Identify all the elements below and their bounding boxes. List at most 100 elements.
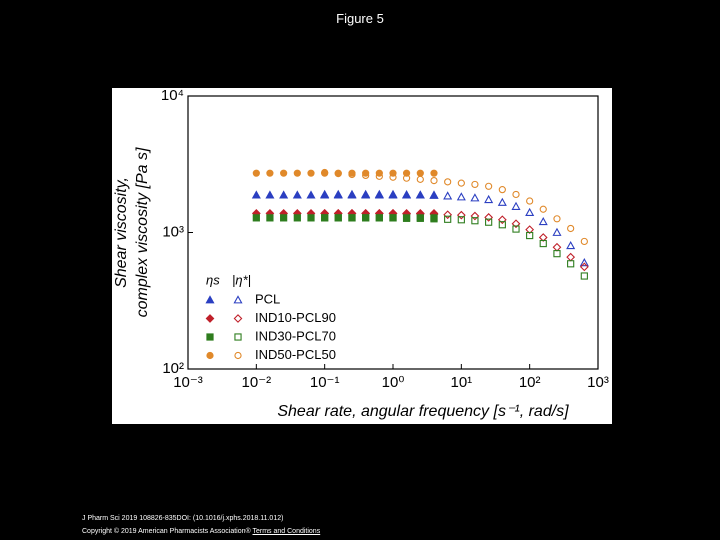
- x-tick-label: 10²: [519, 374, 541, 391]
- complex-viscosity-point: [566, 240, 576, 250]
- shear-viscosity-point: [334, 214, 342, 222]
- complex-viscosity-point: [456, 192, 466, 201]
- x-tick-label: 10⁻³: [173, 374, 203, 391]
- complex-viscosity-point: [333, 189, 343, 198]
- legend-marker: [205, 295, 215, 304]
- complex-viscosity-point: [456, 210, 466, 220]
- complex-viscosity-point: [389, 173, 397, 181]
- complex-viscosity-point: [402, 190, 412, 199]
- legend-marker: [234, 333, 242, 341]
- legend-marker: [234, 351, 242, 360]
- complex-viscosity-point: [484, 194, 494, 204]
- complex-viscosity-point: [552, 227, 562, 236]
- complex-viscosity-point: [444, 215, 452, 223]
- legend-marker: [206, 351, 214, 360]
- complex-viscosity-point: [375, 172, 383, 180]
- complex-viscosity-point: [512, 225, 520, 233]
- complex-viscosity-point: [334, 170, 342, 178]
- complex-viscosity-point: [443, 191, 453, 200]
- complex-viscosity-point: [375, 214, 383, 222]
- shear-viscosity-point: [307, 169, 315, 177]
- shear-viscosity-point: [251, 190, 261, 199]
- complex-viscosity-point: [348, 170, 356, 179]
- complex-viscosity-point: [485, 218, 493, 226]
- complex-viscosity-point: [470, 211, 480, 221]
- legend-label: IND50-PCL50: [255, 347, 336, 362]
- shear-viscosity-point: [293, 169, 301, 177]
- complex-viscosity-point: [416, 214, 424, 222]
- shear-viscosity-point: [306, 190, 316, 199]
- legend-header: ηs: [206, 272, 220, 287]
- complex-viscosity-point: [402, 174, 411, 182]
- complex-viscosity-point: [580, 272, 588, 280]
- y-tick-label: 10²: [162, 360, 184, 377]
- complex-viscosity-point: [525, 207, 535, 216]
- shear-viscosity-point: [321, 214, 329, 222]
- complex-viscosity-point: [553, 250, 561, 258]
- x-tick-label: 10⁰: [382, 374, 405, 391]
- complex-viscosity-point: [525, 225, 535, 234]
- complex-viscosity-point: [497, 197, 507, 206]
- shear-viscosity-point: [389, 214, 397, 222]
- complex-viscosity-point: [374, 189, 384, 198]
- shear-viscosity-point: [362, 214, 370, 222]
- complex-viscosity-point: [347, 189, 357, 198]
- shear-viscosity-point: [348, 214, 356, 222]
- copyright: Copyright © 2019 American Pharmacists As…: [82, 528, 251, 535]
- slide-title: Figure 5: [336, 11, 384, 26]
- terms-link[interactable]: Terms and Conditions: [252, 528, 321, 535]
- complex-viscosity-point: [430, 176, 438, 185]
- complex-viscosity-point: [485, 182, 493, 190]
- shear-viscosity-point: [430, 169, 438, 177]
- complex-viscosity-point: [471, 217, 479, 225]
- legend-label: IND10-PCL90: [255, 310, 336, 325]
- complex-viscosity-point: [526, 197, 534, 205]
- shear-viscosity-point: [266, 169, 274, 177]
- legend-marker: [233, 295, 243, 304]
- shear-viscosity-point: [416, 169, 424, 177]
- complex-viscosity-point: [526, 231, 534, 240]
- x-tick-label: 10³: [587, 374, 609, 391]
- complex-viscosity-point: [388, 189, 398, 198]
- x-tick-label: 10⁻¹: [310, 374, 340, 391]
- y-axis-title: complex viscosity [Pa s]: [134, 147, 151, 317]
- complex-viscosity-point: [402, 214, 411, 222]
- x-axis-title: Shear rate, angular frequency [s⁻¹, rad/…: [277, 403, 569, 420]
- complex-viscosity-point: [429, 190, 439, 199]
- x-tick-label: 10¹: [450, 374, 472, 391]
- complex-viscosity-point: [579, 258, 589, 267]
- complex-viscosity-point: [580, 237, 588, 246]
- footer: J Pharm Sci 2019 108826-835DOI: (10.1016…: [82, 512, 320, 538]
- complex-viscosity-point: [362, 171, 370, 180]
- complex-viscosity-point: [444, 178, 452, 186]
- complex-viscosity-point: [348, 214, 356, 222]
- complex-viscosity-point: [484, 213, 494, 222]
- complex-viscosity-point: [470, 193, 480, 202]
- legend-label: PCL: [255, 291, 280, 306]
- complex-viscosity-point: [457, 179, 465, 187]
- complex-viscosity-point: [415, 190, 425, 199]
- complex-viscosity-point: [539, 239, 547, 248]
- chart: 10⁻³ 10⁻² 10⁻¹ 10⁰ 10¹ 10² 10³ 10² 10³ 10⁴ Shear r…: [112, 88, 612, 424]
- complex-viscosity-point: [361, 189, 371, 198]
- shear-viscosity-point: [362, 169, 370, 177]
- complex-viscosity-point: [553, 215, 561, 223]
- shear-viscosity-point: [266, 214, 274, 222]
- y-tick-label: 10³: [162, 223, 184, 240]
- complex-viscosity-point: [567, 224, 575, 233]
- complex-viscosity-point: [457, 216, 465, 224]
- complex-viscosity-point: [362, 214, 370, 222]
- citation: J Pharm Sci 2019 108826-835DOI: (10.1016…: [82, 515, 284, 522]
- shear-viscosity-point: [279, 190, 289, 199]
- shear-viscosity-point: [280, 169, 288, 177]
- shear-viscosity-point: [402, 169, 411, 177]
- complex-viscosity-point: [321, 214, 329, 222]
- chart-background: [112, 88, 612, 424]
- complex-viscosity-point: [511, 201, 521, 210]
- legend-marker: [206, 333, 214, 341]
- y-axis-title: Shear viscosity,: [113, 177, 130, 288]
- complex-viscosity-point: [416, 175, 424, 183]
- shear-viscosity-point: [292, 190, 302, 199]
- shear-viscosity-point: [293, 214, 301, 222]
